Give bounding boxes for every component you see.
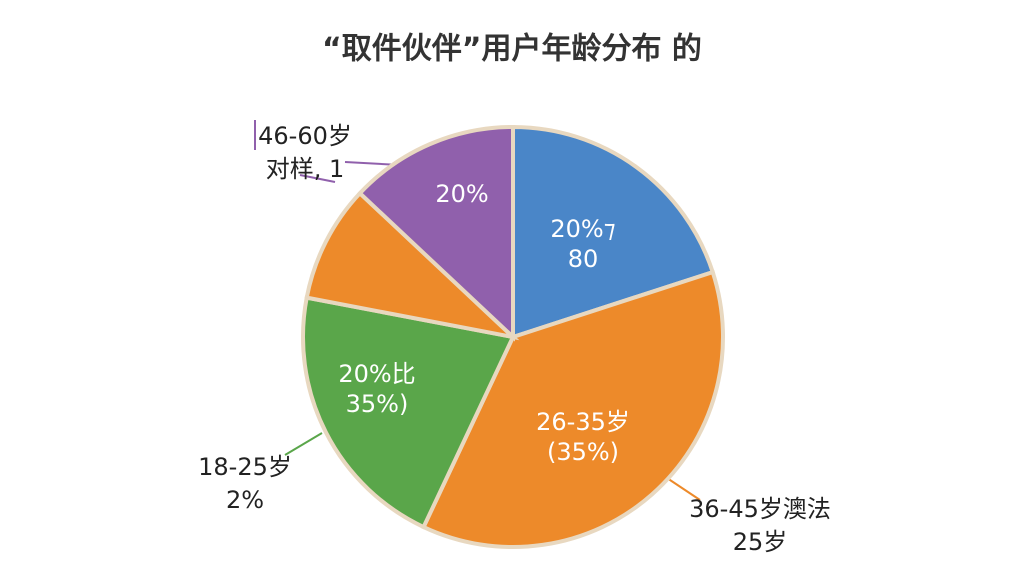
outside-label: 25岁 [733,528,788,556]
slice-label: 20% [435,180,488,208]
slice-label: 20%比 [338,360,415,388]
slice-label: 26-35岁 [536,408,630,436]
slice-label: (35%) [547,438,619,466]
chart-title: “取件伙伴”用户年龄分布 的 [322,32,702,67]
slice-label: 80 [568,245,599,273]
pie-slice [304,190,520,341]
leader-line [284,432,323,456]
pie-slice [420,269,725,549]
slice-label: 35%) [346,390,409,418]
pie-slice [301,295,516,530]
outside-label: 对样, 1 [266,155,345,183]
pie-slice [357,124,515,342]
outside-label: 2% [226,486,264,514]
outside-label: 18-25岁 [198,453,292,481]
outside-label: 36-45岁澳法 [689,495,831,523]
pie-slice [511,124,716,340]
leader-line [299,174,336,183]
slice-label: 20%⁊ [550,215,615,243]
outside-label: 46-60岁 [258,122,352,150]
